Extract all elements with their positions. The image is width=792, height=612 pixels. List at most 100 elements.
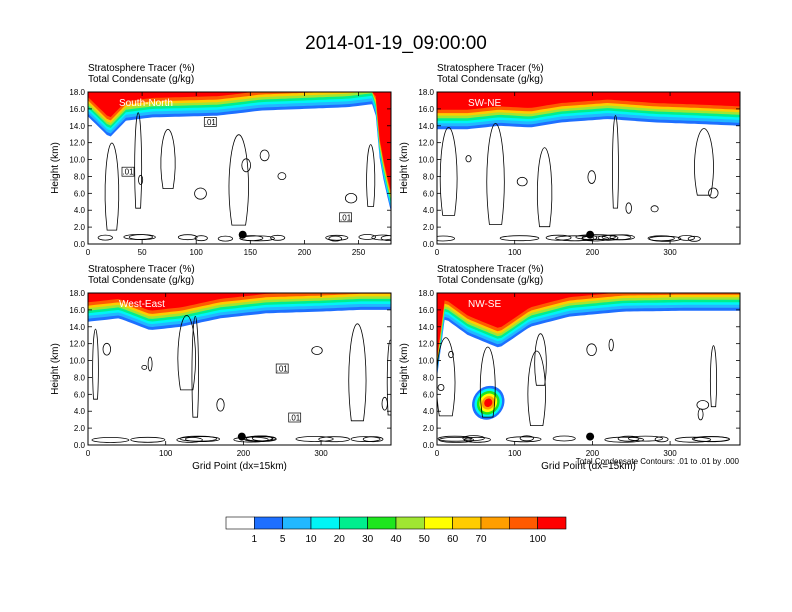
plot-area: [437, 92, 740, 244]
y-tick-label: 14.0: [69, 323, 85, 332]
contour-low-10: [184, 436, 220, 443]
cross-section-label: SW-NE: [468, 98, 501, 109]
colorbar-label: 5: [280, 534, 286, 545]
y-tick-label: 12.0: [69, 139, 85, 148]
contour-cell-3: [586, 343, 597, 357]
x-tick-label: 100: [508, 248, 522, 257]
contour-column-3: [191, 315, 199, 418]
contour-label: .01: [277, 365, 289, 374]
condensate-contours: [437, 115, 719, 242]
contour-column-1: [612, 115, 619, 209]
contour-cell-5: [344, 192, 358, 204]
contour-cell-5: [465, 155, 472, 163]
contour-cell-1: [625, 202, 632, 214]
panel-label-condensate: Total Condensate (g/kg): [88, 275, 194, 286]
cross-section-label: NW-SE: [468, 299, 501, 310]
y-axis-label: Height (km): [50, 142, 61, 194]
panel-3: Stratosphere Tracer (%)Total Condensate …: [50, 264, 392, 472]
plot-frame: [87, 292, 392, 446]
panel-label-condensate: Total Condensate (g/kg): [88, 74, 194, 85]
y-tick-label: 12.0: [69, 340, 85, 349]
contour-label-box: [203, 117, 217, 127]
plot-frame: [436, 91, 741, 245]
y-tick-label: 16.0: [418, 105, 434, 114]
y-tick-label: 18.0: [418, 88, 434, 97]
colorbar-swatch: [423, 516, 453, 530]
y-tick-label: 12.0: [418, 139, 434, 148]
location-marker: [586, 230, 595, 239]
plot-area: .01 .01 .01: [88, 92, 391, 244]
contour-column-1: [160, 128, 176, 189]
y-tick-label: 6.0: [74, 189, 86, 198]
contour-low-12: [318, 436, 350, 443]
colorbar-swatch: [254, 516, 283, 530]
contour-low-6: [648, 235, 682, 242]
condensate-contours: [437, 333, 730, 443]
x-tick-label: 300: [663, 248, 677, 257]
contour-low-2: [97, 234, 113, 241]
contour-low-5: [217, 235, 233, 242]
contour-column-2: [177, 314, 196, 391]
colorbar-label: 60: [447, 534, 459, 545]
y-tick-label: 6.0: [423, 189, 435, 198]
contour-low-8: [674, 436, 712, 443]
contour-cell-2: [381, 396, 388, 411]
y-tick-label: 2.0: [74, 424, 86, 433]
contour-low-11: [350, 436, 381, 443]
contour-column-3: [479, 346, 496, 418]
contour-label: .01: [205, 118, 217, 127]
contour-column-2: [366, 144, 376, 207]
panel-label-tracer: Stratosphere Tracer (%): [88, 63, 195, 74]
y-tick-label: 10.0: [69, 156, 85, 165]
contour-cell-1: [311, 346, 323, 355]
colorbar-label: 10: [305, 534, 317, 545]
contour-cell-4: [448, 350, 454, 359]
contour-low-9: [239, 235, 264, 242]
contour-column-2: [439, 126, 458, 216]
colorbar-label: 1: [252, 534, 258, 545]
contour-column-4: [348, 323, 367, 422]
contour-low-8: [251, 435, 273, 442]
y-tick-label: 18.0: [69, 289, 85, 298]
contour-low-14: [328, 235, 343, 242]
contour-column-4: [134, 112, 143, 209]
y-tick-label: 4.0: [74, 407, 86, 416]
contour-cell-6: [516, 176, 528, 187]
contour-low-12: [128, 234, 156, 241]
contour-cell-6: [216, 398, 225, 412]
contour-low-4: [604, 436, 644, 443]
contour-low-13: [380, 235, 391, 241]
contour-cell-5: [141, 364, 148, 370]
contour-cell-2: [138, 174, 144, 185]
tracer-band-8: [437, 293, 740, 358]
contour-cell-4: [194, 187, 207, 200]
condensate-contours: [91, 314, 391, 443]
x-tick-label: 0: [86, 449, 91, 458]
contour-column-5: [486, 123, 505, 225]
y-tick-label: 2.0: [423, 223, 435, 232]
colorbar-label: 40: [390, 534, 402, 545]
contour-column-3: [104, 142, 120, 231]
colorbar-label: 20: [334, 534, 346, 545]
contour-label-box: [288, 412, 302, 423]
x-tick-label: 100: [190, 248, 204, 257]
location-marker: [586, 432, 595, 441]
contour-column-3: [536, 147, 553, 228]
y-tick-label: 10.0: [418, 156, 434, 165]
colorbar-label: 70: [475, 534, 487, 545]
x-tick-label: 300: [314, 449, 328, 458]
x-tick-label: 200: [586, 248, 600, 257]
x-tick-label: 0: [435, 449, 440, 458]
contour-low-8: [177, 234, 198, 241]
contour-low-10: [505, 436, 542, 443]
contour-low-1: [552, 435, 576, 442]
contour-label-box: [121, 166, 135, 177]
contour-label: .01: [289, 414, 301, 423]
y-tick-label: 18.0: [418, 289, 434, 298]
contour-note: Total Condensate Contours: .01 to .01 by…: [576, 457, 740, 466]
y-tick-label: 14.0: [418, 323, 434, 332]
x-tick-label: 150: [244, 248, 258, 257]
y-tick-label: 0.0: [423, 441, 435, 450]
x-tick-label: 100: [508, 449, 522, 458]
contour-cell-4: [650, 205, 659, 213]
